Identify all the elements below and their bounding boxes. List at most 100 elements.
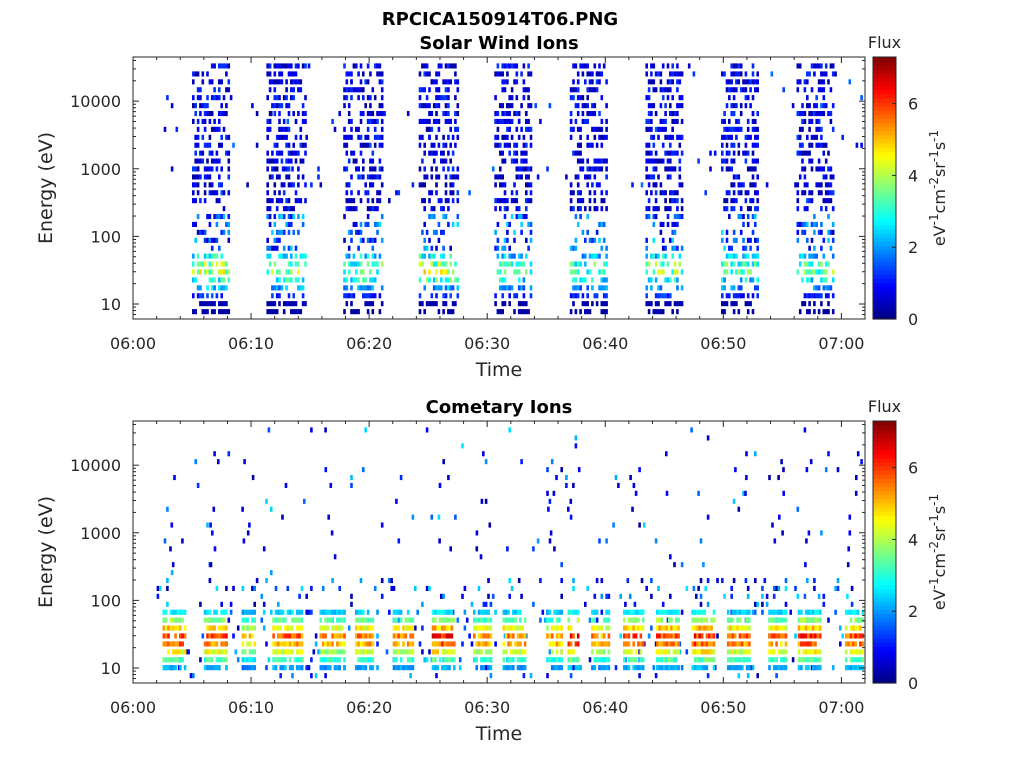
heatmap-cell bbox=[808, 71, 811, 77]
heatmap-cell bbox=[661, 269, 665, 275]
heatmap-cell bbox=[770, 71, 774, 77]
heatmap-cell bbox=[215, 95, 219, 101]
colorbar-segment bbox=[873, 159, 896, 165]
heatmap-cell bbox=[411, 182, 415, 188]
heatmap-cell bbox=[746, 593, 750, 599]
heatmap-cell bbox=[856, 657, 860, 663]
heatmap-cell bbox=[801, 190, 804, 196]
heatmap-cell bbox=[266, 158, 269, 164]
heatmap-cell bbox=[192, 309, 195, 315]
heatmap-cell bbox=[527, 103, 530, 109]
heatmap-cell bbox=[484, 625, 488, 631]
heatmap-cell bbox=[574, 665, 578, 671]
heatmap-cell bbox=[288, 641, 292, 647]
heatmap-cell bbox=[447, 134, 450, 140]
heatmap-cell bbox=[591, 665, 594, 671]
heatmap-cell bbox=[586, 166, 589, 172]
heatmap-cell bbox=[591, 79, 594, 85]
heatmap-cell bbox=[751, 79, 755, 85]
heatmap-cell bbox=[645, 285, 648, 291]
heatmap-cell bbox=[280, 253, 284, 259]
heatmap-cell bbox=[378, 293, 382, 299]
heatmap-cell bbox=[605, 625, 608, 631]
heatmap-cell bbox=[801, 126, 804, 132]
heatmap-cell bbox=[508, 150, 511, 156]
heatmap-cell bbox=[775, 617, 778, 623]
heatmap-cell bbox=[162, 609, 166, 615]
heatmap-cell bbox=[532, 601, 535, 607]
colorbar-tick-label: 2 bbox=[908, 602, 918, 621]
heatmap-cell bbox=[820, 166, 823, 172]
heatmap-cell bbox=[811, 657, 815, 663]
heatmap-cell bbox=[432, 150, 436, 156]
heatmap-cell bbox=[208, 253, 212, 259]
heatmap-cell bbox=[324, 609, 327, 615]
heatmap-cell bbox=[503, 118, 507, 124]
heatmap-cell bbox=[746, 301, 750, 307]
heatmap-cell bbox=[170, 166, 174, 172]
heatmap-cell bbox=[409, 673, 412, 679]
heatmap-cell bbox=[444, 301, 448, 307]
heatmap-cell bbox=[623, 625, 626, 631]
heatmap-cell bbox=[421, 198, 424, 204]
heatmap-cell bbox=[647, 277, 651, 283]
heatmap-cell bbox=[584, 301, 587, 307]
heatmap-cell bbox=[445, 641, 449, 647]
heatmap-cell bbox=[650, 190, 653, 196]
heatmap-cell bbox=[301, 253, 305, 259]
heatmap-cell bbox=[625, 665, 628, 671]
heatmap-cell bbox=[292, 214, 295, 220]
heatmap-cell bbox=[520, 459, 523, 465]
heatmap-cell bbox=[746, 673, 750, 679]
heatmap-cell bbox=[591, 641, 594, 647]
heatmap-cell bbox=[449, 190, 452, 196]
heatmap-cell bbox=[584, 601, 587, 607]
heatmap-cell bbox=[704, 585, 707, 591]
heatmap-cell bbox=[647, 79, 651, 85]
heatmap-cell bbox=[366, 633, 370, 639]
heatmap-cell bbox=[397, 665, 401, 671]
heatmap-cell bbox=[520, 150, 523, 156]
heatmap-cell bbox=[810, 111, 814, 117]
heatmap-cell bbox=[506, 237, 509, 243]
heatmap-cell bbox=[801, 229, 804, 235]
heatmap-cell bbox=[744, 79, 748, 85]
heatmap-cell bbox=[329, 657, 332, 663]
heatmap-cell bbox=[220, 625, 223, 631]
heatmap-cell bbox=[432, 253, 436, 259]
heatmap-cell bbox=[721, 578, 724, 584]
heatmap-cell bbox=[737, 190, 741, 196]
heatmap-cell bbox=[595, 617, 599, 623]
heatmap-cell bbox=[380, 285, 384, 291]
heatmap-cell bbox=[166, 601, 169, 607]
heatmap-cell bbox=[856, 665, 860, 671]
heatmap-cell bbox=[824, 190, 828, 196]
heatmap-cell bbox=[369, 95, 372, 101]
heatmap-cell bbox=[291, 673, 294, 679]
heatmap-cell bbox=[225, 641, 228, 647]
heatmap-cell bbox=[301, 63, 305, 69]
x-tick-label: 06:50 bbox=[700, 698, 746, 717]
heatmap-cell bbox=[723, 269, 726, 275]
heatmap-cell bbox=[272, 665, 275, 671]
heatmap-cell bbox=[503, 301, 507, 307]
heatmap-cell bbox=[742, 269, 745, 275]
heatmap-cell bbox=[287, 111, 291, 117]
heatmap-cell bbox=[670, 625, 673, 631]
heatmap-cell bbox=[503, 134, 507, 140]
heatmap-cell bbox=[194, 103, 197, 109]
heatmap-cell bbox=[428, 585, 431, 591]
heatmap-cell bbox=[227, 190, 231, 196]
heatmap-cell bbox=[529, 198, 533, 204]
heatmap-cell bbox=[712, 665, 716, 671]
heatmap-cell bbox=[693, 665, 697, 671]
heatmap-cell bbox=[807, 649, 810, 655]
heatmap-cell bbox=[836, 467, 840, 473]
heatmap-cell bbox=[513, 269, 516, 275]
heatmap-cell bbox=[645, 71, 648, 77]
heatmap-cell bbox=[730, 63, 733, 69]
heatmap-cell bbox=[798, 111, 802, 117]
heatmap-cell bbox=[735, 269, 738, 275]
heatmap-cell bbox=[378, 190, 382, 196]
heatmap-cell bbox=[574, 174, 578, 180]
